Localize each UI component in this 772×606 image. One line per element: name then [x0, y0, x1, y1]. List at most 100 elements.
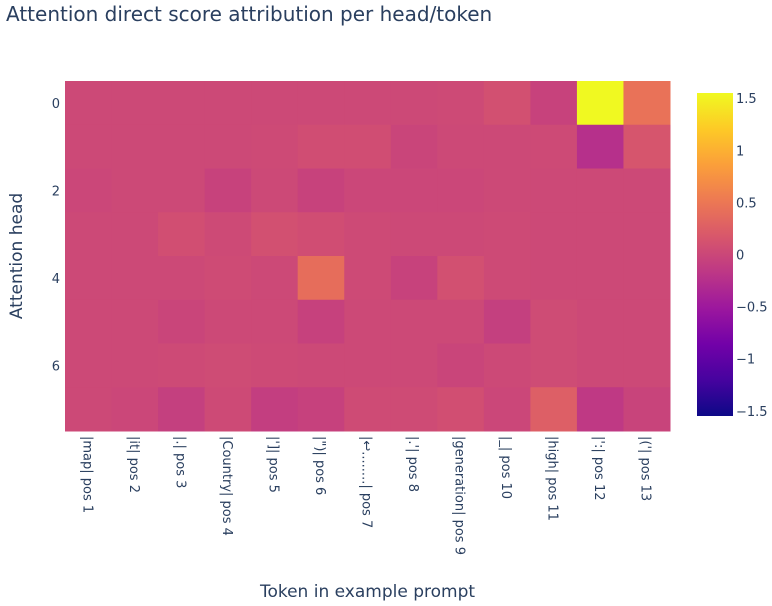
heatmap-cell — [483, 299, 531, 344]
heatmap-cell — [158, 124, 206, 169]
heatmap-cell — [483, 343, 531, 388]
heatmap-cell — [623, 81, 671, 126]
heatmap-cell — [576, 299, 624, 344]
y-tick-label: 2 — [52, 184, 60, 199]
heatmap-cell — [437, 343, 485, 388]
heatmap-cell — [204, 168, 252, 213]
colorbar-tick-label: 0.5 — [736, 196, 757, 211]
x-tick-label: |it| pos 2 — [126, 436, 141, 493]
heatmap-cell — [483, 256, 531, 301]
heatmap-cell — [483, 212, 531, 257]
heatmap-cell — [65, 212, 113, 257]
heatmap-cell — [576, 81, 624, 126]
heatmap-cell — [390, 256, 438, 301]
heatmap-cell — [623, 387, 671, 432]
colorbar-tick-label: −1 — [736, 353, 755, 368]
heatmap-cell — [111, 124, 159, 169]
heatmap-cell — [111, 343, 159, 388]
heatmap-cell — [297, 212, 345, 257]
heatmap-cell — [111, 168, 159, 213]
heatmap-cell — [297, 387, 345, 432]
x-tick-label: |('| pos 13 — [638, 436, 653, 501]
x-axis-title: Token in example prompt — [259, 582, 475, 602]
heatmap-cell — [158, 168, 206, 213]
heatmap-cell — [204, 299, 252, 344]
heatmap-cell — [344, 212, 392, 257]
heatmap-cell — [251, 343, 299, 388]
colorbar-tick-label: 1 — [736, 144, 744, 159]
heatmap-cell — [530, 343, 578, 388]
heatmap-cell — [390, 212, 438, 257]
colorbar — [697, 93, 733, 416]
heatmap-cell — [437, 256, 485, 301]
heatmap-cell — [158, 387, 206, 432]
heatmap-cell — [158, 81, 206, 126]
heatmap-cell — [530, 81, 578, 126]
x-tick-label: |↩........| pos 7 — [359, 436, 374, 528]
heatmap-cell — [530, 299, 578, 344]
heatmap-cell — [530, 256, 578, 301]
heatmap-cell — [437, 124, 485, 169]
heatmap-cell — [623, 256, 671, 301]
heatmap-cell — [390, 81, 438, 126]
heatmap-cell — [530, 124, 578, 169]
heatmap-cell — [623, 343, 671, 388]
heatmap-cell — [297, 124, 345, 169]
heatmap-cell — [251, 168, 299, 213]
heatmap-cell — [204, 212, 252, 257]
heatmap-cell — [251, 212, 299, 257]
heatmap-cell — [204, 81, 252, 126]
heatmap-cell — [111, 387, 159, 432]
heatmap-cell — [483, 81, 531, 126]
heatmap-cell — [65, 168, 113, 213]
heatmap-cell — [437, 212, 485, 257]
colorbar-tick-label: 0 — [736, 249, 744, 264]
y-axis-title: Attention head — [7, 193, 27, 319]
heatmap-cell — [65, 343, 113, 388]
colorbar-ticks: 1.5 1 0.5 0 −0.5 −1 −1.5 — [736, 92, 768, 420]
heatmap-cell — [623, 299, 671, 344]
heatmap-cell — [437, 299, 485, 344]
heatmap-cell — [65, 387, 113, 432]
heatmap-cell — [251, 81, 299, 126]
heatmap-cell — [158, 256, 206, 301]
heatmap-cell — [111, 256, 159, 301]
heatmap-cell — [390, 343, 438, 388]
heatmap-cell — [251, 299, 299, 344]
heatmap-cell — [204, 124, 252, 169]
heatmap-cell — [158, 212, 206, 257]
heatmap-cell — [251, 256, 299, 301]
colorbar-tick-label: −0.5 — [736, 301, 768, 316]
heatmap-cell — [576, 387, 624, 432]
heatmap-cell — [576, 124, 624, 169]
y-axis-ticks: 0 2 4 6 — [52, 97, 60, 375]
heatmap-cell — [111, 299, 159, 344]
x-tick-label: |_| pos 10 — [498, 436, 513, 499]
heatmap-cell — [297, 299, 345, 344]
heatmap-cell — [297, 256, 345, 301]
heatmap-cell — [483, 168, 531, 213]
heatmap-cells — [65, 81, 671, 432]
heatmap-cell — [204, 256, 252, 301]
heatmap-cell — [158, 343, 206, 388]
heatmap-cell — [344, 387, 392, 432]
heatmap-cell — [297, 81, 345, 126]
x-tick-label: |generation| pos 9 — [452, 436, 467, 555]
heatmap-cell — [576, 168, 624, 213]
heatmap-cell — [204, 343, 252, 388]
colorbar-tick-label: −1.5 — [736, 405, 768, 420]
heatmap-cell — [623, 168, 671, 213]
heatmap-cell — [483, 387, 531, 432]
heatmap-cell — [530, 387, 578, 432]
heatmap-cell — [65, 124, 113, 169]
x-tick-label: |high| pos 11 — [545, 436, 560, 521]
heatmap-cell — [623, 212, 671, 257]
x-tick-label: |")| pos 6 — [312, 436, 327, 495]
heatmap-cell — [204, 387, 252, 432]
heatmap-cell — [437, 387, 485, 432]
heatmap-cell — [344, 343, 392, 388]
heatmap-cell — [111, 212, 159, 257]
heatmap-cell — [65, 256, 113, 301]
heatmap-cell — [530, 212, 578, 257]
